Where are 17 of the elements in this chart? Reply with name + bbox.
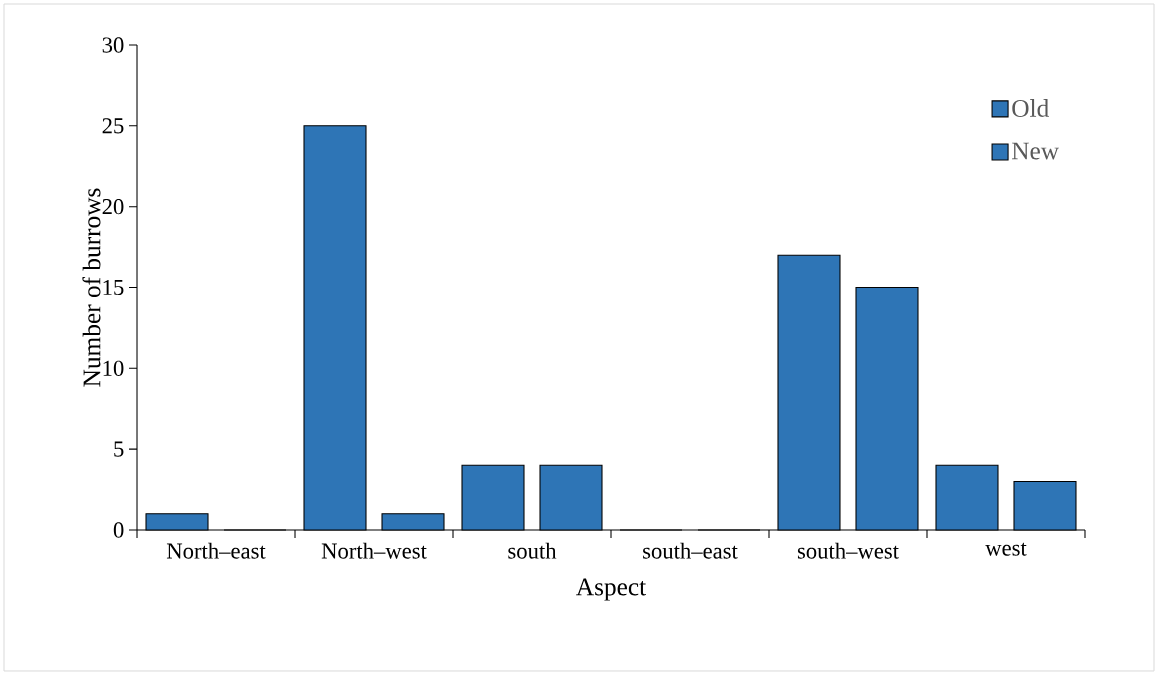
legend-label: New [1012, 142, 1059, 160]
x-tick-label: North–east [166, 542, 266, 559]
y-tick-label: 20 [102, 199, 124, 215]
x-tick-label: west [985, 542, 1027, 556]
x-tick-label: south [508, 542, 557, 559]
x-tick-label: south–east [643, 542, 738, 559]
x-tick-label: North–west [321, 542, 427, 559]
legend-label: Old [1012, 99, 1049, 117]
y-tick-label: 5 [114, 441, 124, 457]
y-axis-title: Number of burrows [82, 188, 101, 387]
x-tick-label: south–west [797, 542, 899, 559]
x-axis-title: Aspect [576, 578, 647, 601]
y-tick-label: 0 [113, 522, 124, 538]
y-tick-label: 30 [102, 37, 124, 53]
y-tick-label: 15 [103, 279, 124, 296]
y-tick-label: 10 [103, 360, 124, 376]
y-tick-label: 25 [102, 118, 124, 134]
